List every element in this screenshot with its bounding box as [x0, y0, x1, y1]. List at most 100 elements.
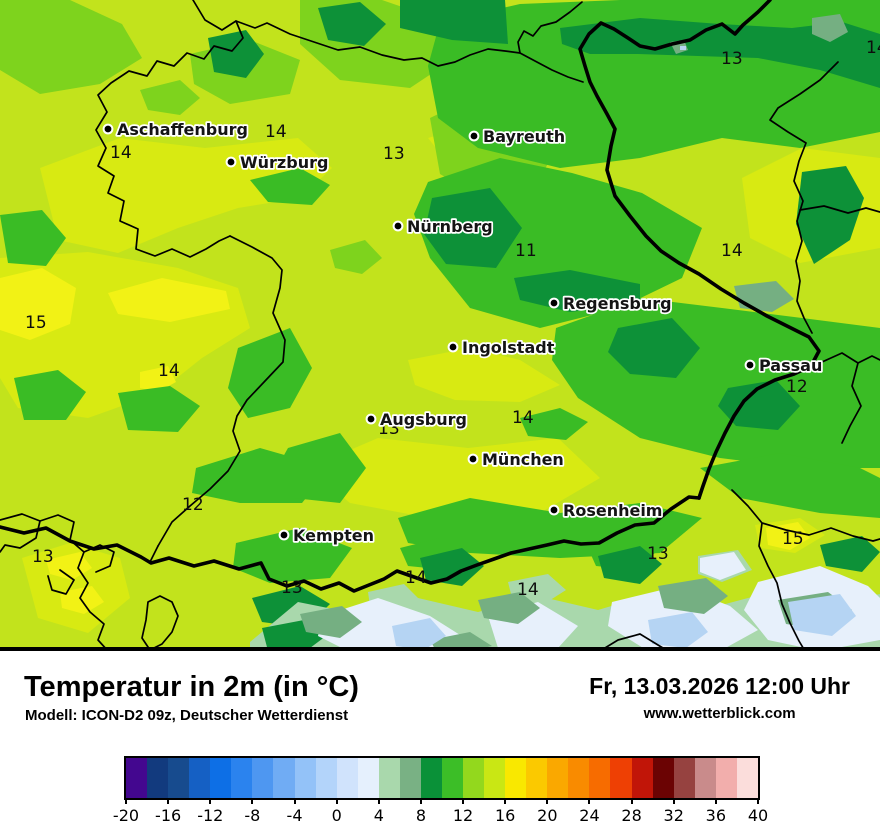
- city-dot: [548, 297, 560, 309]
- tick-mark: [588, 798, 591, 804]
- city-dot: [365, 413, 377, 425]
- temp-value: 14: [517, 580, 539, 600]
- city-marker-rosenheim: Rosenheim: [548, 499, 664, 522]
- city-label: München: [482, 450, 564, 469]
- colorbar-cell: [736, 758, 758, 798]
- tick-label: 36: [705, 806, 727, 825]
- temp-value: 14: [158, 361, 180, 381]
- city-label: Passau: [759, 356, 822, 375]
- colorbar-cell: [484, 758, 506, 798]
- city-dot: [278, 529, 290, 541]
- city-marker-kempten: Kempten: [278, 524, 376, 547]
- colorbar-cell: [147, 758, 169, 798]
- tick-label: 0: [331, 806, 342, 825]
- city-label: Augsburg: [380, 410, 467, 429]
- colorbar-cell: [715, 758, 737, 798]
- tick-mark: [377, 798, 380, 804]
- colorbar-cell: [568, 758, 590, 798]
- city-marker-passau: Passau: [744, 354, 824, 377]
- colorbar-cell: [315, 758, 337, 798]
- colorbar-cell: [357, 758, 379, 798]
- tick-mark: [419, 798, 422, 804]
- tick-label: 28: [621, 806, 642, 825]
- tick-label: -8: [244, 806, 261, 825]
- alps-cold-cores: [392, 46, 856, 650]
- city-label: Ingolstadt: [462, 338, 555, 357]
- tick-label: -20: [112, 806, 140, 825]
- city-dot: [467, 453, 479, 465]
- tick-mark: [630, 798, 633, 804]
- tick-mark: [125, 798, 127, 804]
- tick-label: -16: [155, 806, 182, 825]
- colorbar-cell: [273, 758, 295, 798]
- temp-value: 11: [515, 241, 537, 261]
- city-dot: [468, 130, 480, 142]
- temp-value: 14: [405, 568, 427, 588]
- city-dot: [744, 359, 756, 371]
- colorbar-cell: [189, 758, 211, 798]
- tick-mark: [714, 798, 717, 804]
- colorbar-cell: [399, 758, 421, 798]
- colorbar-cell: [547, 758, 569, 798]
- colorbar-cell: [694, 758, 716, 798]
- colorbar-cell: [673, 758, 695, 798]
- dark-green-patches: [208, 0, 880, 628]
- temp-value: 15: [782, 529, 804, 549]
- city-label: Würzburg: [240, 153, 328, 172]
- city-marker-aschaffenburg: Aschaffenburg: [102, 118, 250, 141]
- tick-mark: [293, 798, 296, 804]
- city-dot: [225, 156, 237, 168]
- tick-mark: [209, 798, 212, 804]
- city-label: Kempten: [293, 526, 374, 545]
- colorbar-cell: [252, 758, 274, 798]
- city-dot: [392, 220, 404, 232]
- city-marker-bayreuth: Bayreuth: [468, 125, 567, 148]
- temp-value: 14: [265, 122, 287, 142]
- city-dot: [102, 123, 114, 135]
- colorbar-cell: [420, 758, 442, 798]
- colorbar-cell: [505, 758, 527, 798]
- tick-label: 8: [415, 806, 427, 825]
- forecast-datetime: Fr, 13.03.2026 12:00 Uhr: [589, 673, 850, 699]
- weather-map: 14 14 13 13 14 11 14 15 14 13 14 12 13 15 13 13 14 14 12 A…: [0, 0, 880, 651]
- colorbar-cell: [589, 758, 611, 798]
- tick-label: 20: [537, 806, 558, 825]
- tick-mark: [167, 798, 170, 804]
- city-label: Nürnberg: [407, 217, 493, 236]
- temp-value: 12: [786, 377, 808, 397]
- tick-label: 32: [663, 806, 684, 825]
- temp-value: 13: [32, 547, 54, 567]
- colorbar-cell: [652, 758, 674, 798]
- city-marker-nürnberg: Nürnberg: [392, 215, 494, 238]
- city-dot: [548, 504, 560, 516]
- tick-label: 24: [579, 806, 600, 825]
- colorbar-cell: [336, 758, 358, 798]
- page-title: Temperatur in 2m (in °C): [24, 671, 359, 703]
- colorbar-cell: [231, 758, 253, 798]
- colorbar-cell: [463, 758, 485, 798]
- temperature-values-layer: 14 14 13 13 14 11 14 15 14 13 14 12 13 15 13 13 14 14 12: [25, 38, 880, 600]
- tick-label: 40: [747, 806, 769, 825]
- temperature-colorbar: [124, 756, 760, 800]
- tick-mark: [546, 798, 549, 804]
- city-marker-augsburg: Augsburg: [365, 408, 469, 431]
- temp-value: 13: [383, 144, 405, 164]
- tick-mark: [251, 798, 254, 804]
- national-borders: [0, 0, 821, 593]
- city-label: Bayreuth: [483, 127, 565, 146]
- website-label: www.wetterblick.com: [643, 705, 796, 722]
- header-right-block: Fr, 13.03.2026 12:00 Uhr www.wetterblick…: [589, 673, 850, 722]
- map-border-line: [0, 647, 880, 651]
- temp-value: 13: [281, 578, 303, 598]
- colorbar-cell: [378, 758, 400, 798]
- colorbar-cell: [210, 758, 232, 798]
- city-label: Aschaffenburg: [117, 120, 248, 139]
- tick-label: 16: [495, 806, 516, 825]
- colorbar-ticks: -20 -16 -12 -8 -4 0 4 8 12 16 20 24 28 32 36 40: [113, 798, 768, 828]
- temp-value: 14: [721, 241, 743, 261]
- colorbar-cell: [294, 758, 316, 798]
- city-label: Rosenheim: [563, 501, 662, 520]
- city-markers-layer: Aschaffenburg Würzburg Bayreuth Nürnberg Reg…: [102, 118, 824, 547]
- tick-mark: [335, 798, 338, 804]
- tick-label: -4: [286, 806, 303, 825]
